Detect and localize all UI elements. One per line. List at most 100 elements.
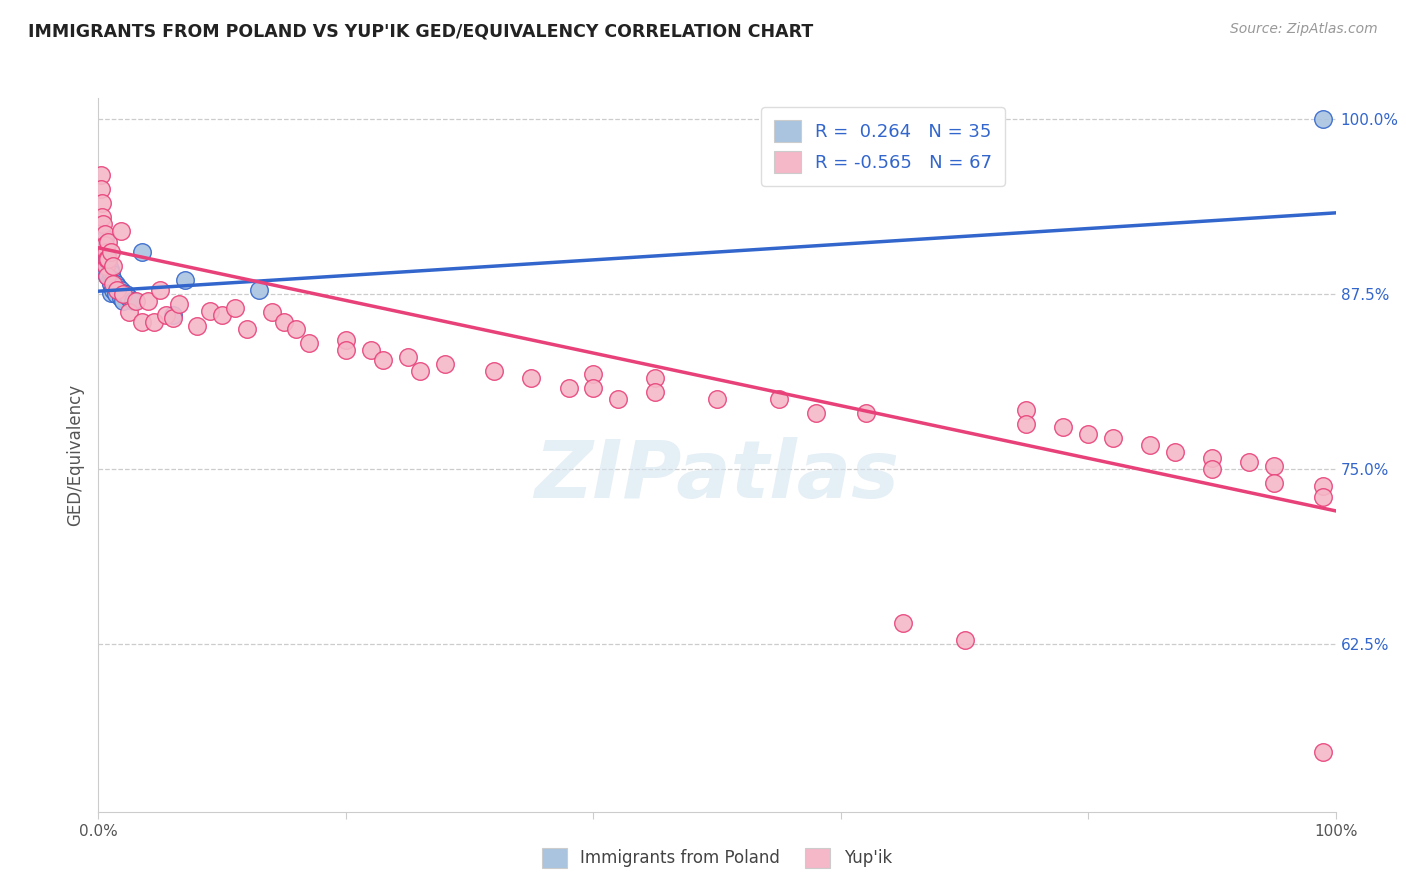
Point [91,196,114,211]
Point [247,283,270,297]
Point [236,322,259,336]
Point [644,384,666,399]
Point [582,367,605,381]
Y-axis label: GED/Equivalency: GED/Equivalency [66,384,84,526]
Point [96,252,118,266]
Point [100,245,122,260]
Point [211,308,233,322]
Point [93,261,115,276]
Point [1237,455,1260,469]
Point [644,371,666,385]
Point [260,305,283,319]
Point [335,333,357,347]
Point [1201,462,1223,476]
Point [97,255,120,269]
Point [131,245,153,260]
Point [93,252,115,266]
Point [607,392,630,406]
Legend: Immigrants from Poland, Yup'ik: Immigrants from Poland, Yup'ik [536,841,898,875]
Point [94,266,117,280]
Point [131,315,153,329]
Point [110,283,132,297]
Point [96,249,118,263]
Point [93,217,115,231]
Point [97,268,120,283]
Point [360,343,382,357]
Point [768,392,790,406]
Point [1263,475,1285,490]
Point [97,252,120,266]
Point [198,303,221,318]
Point [298,336,321,351]
Point [1102,431,1125,445]
Point [112,287,135,301]
Point [96,259,118,273]
Point [93,238,115,252]
Point [114,287,136,301]
Point [104,277,127,292]
Point [1312,745,1334,759]
Point [162,308,184,322]
Point [1015,417,1038,431]
Point [484,364,506,378]
Text: IMMIGRANTS FROM POLAND VS YUP'IK GED/EQUIVALENCY CORRELATION CHART: IMMIGRANTS FROM POLAND VS YUP'IK GED/EQU… [28,22,813,40]
Point [91,238,114,252]
Point [273,315,295,329]
Point [1139,438,1161,452]
Point [96,268,118,283]
Point [143,315,166,329]
Point [582,381,605,395]
Point [100,266,122,280]
Point [1052,420,1074,434]
Point [124,293,146,308]
Point [94,245,117,260]
Point [98,261,121,276]
Point [107,280,129,294]
Point [149,283,172,297]
Point [1201,450,1223,465]
Point [103,259,125,273]
Point [1263,459,1285,474]
Point [110,291,132,305]
Point [90,168,112,182]
Point [1312,479,1334,493]
Point [186,319,208,334]
Point [1015,403,1038,417]
Point [174,273,197,287]
Point [103,283,125,297]
Point [94,255,117,269]
Point [224,301,246,315]
Point [100,285,122,300]
Point [118,291,141,305]
Point [167,297,190,311]
Point [97,235,120,250]
Point [103,273,125,287]
Point [94,259,117,273]
Point [1164,445,1187,459]
Point [93,227,115,241]
Point [155,308,177,322]
Point [94,241,117,255]
Point [891,615,914,630]
Point [90,182,112,196]
Text: ZIPatlas: ZIPatlas [534,437,900,516]
Point [98,273,121,287]
Point [706,392,728,406]
Point [91,210,114,224]
Point [103,277,125,292]
Point [953,632,976,647]
Point [520,371,543,385]
Point [100,277,122,292]
Point [433,357,456,371]
Point [122,293,145,308]
Point [855,406,877,420]
Point [96,268,118,283]
Point [1077,426,1099,441]
Point [118,305,141,319]
Point [136,293,159,308]
Point [396,350,419,364]
Point [162,310,184,325]
Point [409,364,432,378]
Point [112,293,135,308]
Point [1312,112,1334,127]
